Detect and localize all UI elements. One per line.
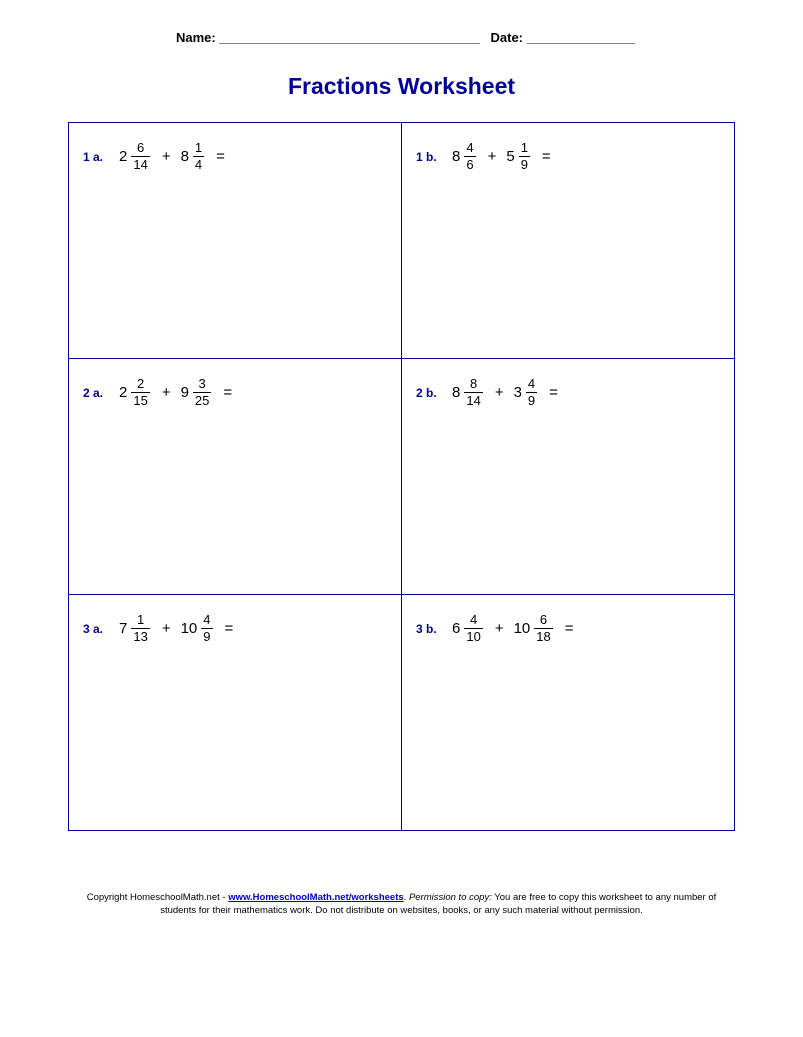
equals-sign: = <box>542 148 551 165</box>
worksheet-title: Fractions Worksheet <box>68 73 735 100</box>
fraction: 4 9 <box>526 377 537 409</box>
cell-1b: 1 b. 8 4 6 + 5 1 9 = <box>402 123 735 359</box>
worksheet-page: Name: __________________________________… <box>0 0 803 938</box>
numerator: 8 <box>468 377 479 392</box>
operator: + <box>495 620 504 637</box>
equals-sign: = <box>225 620 234 637</box>
date-blank: _______________ <box>527 30 635 45</box>
fraction: 2 15 <box>131 377 149 409</box>
whole-number: 10 <box>181 620 198 637</box>
problem-grid: 1 a. 2 6 14 + 8 1 4 = 1 b. <box>68 122 735 831</box>
operator: + <box>162 384 171 401</box>
numerator: 4 <box>201 613 212 628</box>
numerator: 4 <box>526 377 537 392</box>
whole-number: 2 <box>119 148 127 165</box>
copyright-prefix: Copyright HomeschoolMath.net - <box>87 892 229 903</box>
cell-3b: 3 b. 6 4 10 + 10 6 18 = <box>402 595 735 831</box>
fraction: 4 6 <box>464 141 475 173</box>
whole-number: 5 <box>506 148 514 165</box>
numerator: 6 <box>135 141 146 156</box>
numerator: 1 <box>519 141 530 156</box>
whole-number: 10 <box>514 620 531 637</box>
fraction: 1 13 <box>131 613 149 645</box>
denominator: 10 <box>464 628 482 644</box>
denominator: 9 <box>519 156 530 172</box>
problem-2b: 2 b. 8 8 14 + 3 4 9 = <box>416 377 720 409</box>
problem-label: 1 a. <box>83 150 105 164</box>
equals-sign: = <box>223 384 232 401</box>
equals-sign: = <box>216 148 225 165</box>
cell-2b: 2 b. 8 8 14 + 3 4 9 = <box>402 359 735 595</box>
cell-2a: 2 a. 2 2 15 + 9 3 25 = <box>69 359 402 595</box>
numerator: 4 <box>468 613 479 628</box>
header-line: Name: __________________________________… <box>68 30 735 45</box>
denominator: 9 <box>201 628 212 644</box>
fraction: 6 14 <box>131 141 149 173</box>
fraction: 6 18 <box>534 613 552 645</box>
operator: + <box>162 148 171 165</box>
denominator: 6 <box>464 156 475 172</box>
permission-label: Permission to copy: <box>409 892 492 903</box>
operator: + <box>162 620 171 637</box>
numerator: 4 <box>464 141 475 156</box>
numerator: 1 <box>193 141 204 156</box>
problem-2a: 2 a. 2 2 15 + 9 3 25 = <box>83 377 387 409</box>
operator: + <box>488 148 497 165</box>
whole-number: 8 <box>452 384 460 401</box>
footer-link[interactable]: www.HomeschoolMath.net/worksheets <box>228 892 403 903</box>
problem-1a: 1 a. 2 6 14 + 8 1 4 = <box>83 141 387 173</box>
date-label: Date: <box>491 30 524 45</box>
problem-3b: 3 b. 6 4 10 + 10 6 18 = <box>416 613 720 645</box>
denominator: 25 <box>193 392 211 408</box>
fraction: 1 9 <box>519 141 530 173</box>
name-blank: ____________________________________ <box>219 30 479 45</box>
name-label: Name: <box>176 30 216 45</box>
numerator: 3 <box>197 377 208 392</box>
whole-number: 3 <box>514 384 522 401</box>
whole-number: 6 <box>452 620 460 637</box>
problem-label: 1 b. <box>416 150 438 164</box>
whole-number: 7 <box>119 620 127 637</box>
fraction: 1 4 <box>193 141 204 173</box>
problem-label: 3 b. <box>416 622 438 636</box>
whole-number: 8 <box>452 148 460 165</box>
whole-number: 9 <box>181 384 189 401</box>
numerator: 1 <box>135 613 146 628</box>
cell-3a: 3 a. 7 1 13 + 10 4 9 = <box>69 595 402 831</box>
numerator: 6 <box>538 613 549 628</box>
problem-label: 2 a. <box>83 386 105 400</box>
denominator: 18 <box>534 628 552 644</box>
denominator: 15 <box>131 392 149 408</box>
denominator: 14 <box>131 156 149 172</box>
fraction: 3 25 <box>193 377 211 409</box>
footer: Copyright HomeschoolMath.net - www.Homes… <box>68 891 735 918</box>
denominator: 14 <box>464 392 482 408</box>
problem-label: 2 b. <box>416 386 438 400</box>
equals-sign: = <box>565 620 574 637</box>
equals-sign: = <box>549 384 558 401</box>
denominator: 13 <box>131 628 149 644</box>
denominator: 9 <box>526 392 537 408</box>
problem-3a: 3 a. 7 1 13 + 10 4 9 = <box>83 613 387 645</box>
denominator: 4 <box>193 156 204 172</box>
fraction: 4 9 <box>201 613 212 645</box>
whole-number: 8 <box>181 148 189 165</box>
problem-1b: 1 b. 8 4 6 + 5 1 9 = <box>416 141 720 173</box>
fraction: 8 14 <box>464 377 482 409</box>
operator: + <box>495 384 504 401</box>
cell-1a: 1 a. 2 6 14 + 8 1 4 = <box>69 123 402 359</box>
problem-label: 3 a. <box>83 622 105 636</box>
whole-number: 2 <box>119 384 127 401</box>
numerator: 2 <box>135 377 146 392</box>
fraction: 4 10 <box>464 613 482 645</box>
